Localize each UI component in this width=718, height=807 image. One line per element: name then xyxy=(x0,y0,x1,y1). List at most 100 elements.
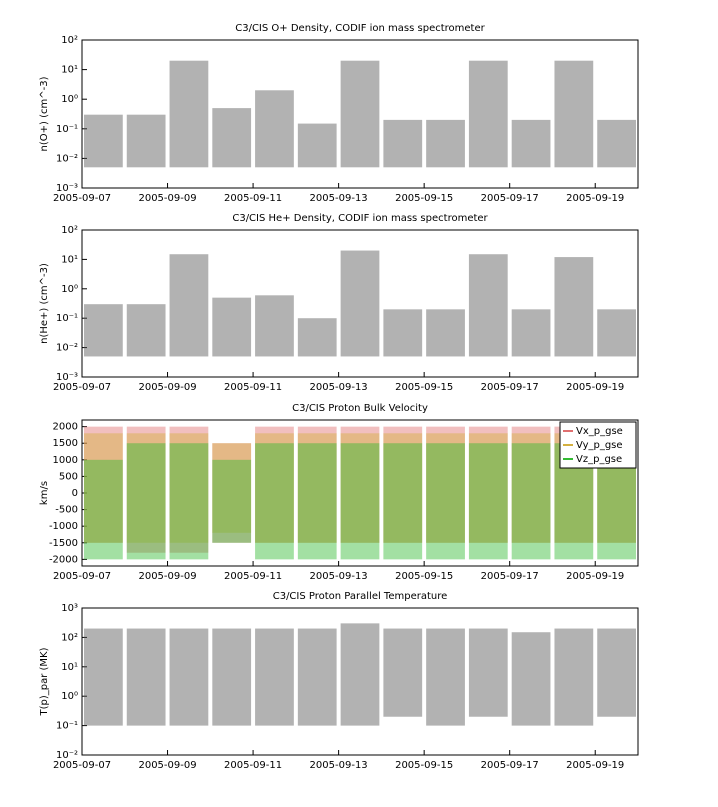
range-bar xyxy=(597,628,636,717)
x-tick-label: 2005-09-07 xyxy=(53,760,111,771)
y-tick-label: 10² xyxy=(61,632,78,643)
x-tick-label: 2005-09-07 xyxy=(53,193,111,204)
x-tick-label: 2005-09-07 xyxy=(53,571,111,582)
x-tick-label: 2005-09-17 xyxy=(481,382,539,393)
y-tick-label: 10⁰ xyxy=(61,691,78,702)
range-bar xyxy=(468,426,508,543)
range-bar xyxy=(297,426,337,543)
x-tick-label: 2005-09-15 xyxy=(395,382,453,393)
range-bar xyxy=(212,443,252,543)
y-tick-label: -500 xyxy=(55,505,78,516)
range-bar xyxy=(126,304,166,357)
y-axis-label: km/s xyxy=(39,481,50,505)
y-tick-label: 10⁻³ xyxy=(56,372,78,383)
range-bar xyxy=(597,119,636,168)
chart-title: C3/CIS He+ Density, CODIF ion mass spect… xyxy=(232,213,488,224)
range-bar xyxy=(126,628,166,726)
x-tick-label: 2005-09-13 xyxy=(310,193,368,204)
range-bar xyxy=(169,628,209,726)
range-bar xyxy=(340,433,380,543)
range-bar xyxy=(255,628,294,726)
range-bar xyxy=(383,309,423,357)
plot-frame xyxy=(81,39,639,189)
range-bar xyxy=(126,114,166,168)
range-bar xyxy=(84,628,123,726)
range-bar xyxy=(426,309,465,357)
y-axis-label: T(p)_par (MK) xyxy=(39,647,50,716)
y-tick-label: 10⁻³ xyxy=(56,183,78,194)
range-bar xyxy=(426,628,465,726)
y-tick-label: 500 xyxy=(59,471,78,482)
y-tick-label: 10³ xyxy=(61,603,78,614)
x-tick-label: 2005-09-19 xyxy=(566,382,624,393)
y-tick-label: 10² xyxy=(61,225,78,236)
range-bar xyxy=(340,443,380,560)
x-tick-label: 2005-09-11 xyxy=(224,382,282,393)
legend-label: Vz_p_gse xyxy=(576,454,622,465)
x-tick-label: 2005-09-15 xyxy=(395,193,453,204)
range-bar xyxy=(468,433,508,543)
range-bar xyxy=(84,459,123,560)
range-bar xyxy=(255,426,294,543)
y-tick-label: 0 xyxy=(72,488,78,499)
range-bar xyxy=(468,254,508,357)
y-tick-label: -1500 xyxy=(49,538,78,549)
range-bar xyxy=(511,433,551,543)
y-tick-label: 10¹ xyxy=(61,254,78,265)
chart-title: C3/CIS Proton Bulk Velocity xyxy=(292,403,428,414)
range-bar xyxy=(468,60,508,168)
range-bar xyxy=(383,119,423,168)
range-bar xyxy=(511,119,551,168)
range-bar xyxy=(340,250,380,357)
x-tick-label: 2005-09-13 xyxy=(310,760,368,771)
range-bar xyxy=(383,443,423,560)
range-bar xyxy=(297,123,337,168)
range-bar xyxy=(212,443,252,533)
y-tick-label: 1500 xyxy=(53,438,78,449)
y-tick-label: 2000 xyxy=(53,422,78,433)
range-bar xyxy=(297,318,337,357)
x-tick-label: 2005-09-17 xyxy=(481,760,539,771)
x-tick-label: 2005-09-07 xyxy=(53,382,111,393)
x-tick-label: 2005-09-17 xyxy=(481,571,539,582)
range-bar xyxy=(511,426,551,543)
x-tick-label: 2005-09-09 xyxy=(138,571,196,582)
range-bar xyxy=(340,60,380,168)
plot-frame xyxy=(81,607,639,756)
x-tick-label: 2005-09-09 xyxy=(138,193,196,204)
range-bar xyxy=(340,426,380,543)
range-bar xyxy=(212,628,252,726)
range-bar xyxy=(169,426,209,553)
x-tick-label: 2005-09-17 xyxy=(481,193,539,204)
x-tick-label: 2005-09-13 xyxy=(310,571,368,582)
y-tick-label: 10² xyxy=(61,35,78,46)
range-bar xyxy=(511,632,551,726)
range-bar xyxy=(297,433,337,543)
range-bar xyxy=(597,309,636,357)
range-bar xyxy=(169,433,209,543)
y-tick-label: 10⁻² xyxy=(56,750,78,761)
y-tick-label: 10⁰ xyxy=(61,284,78,295)
x-tick-label: 2005-09-19 xyxy=(566,193,624,204)
range-bar xyxy=(426,433,465,543)
y-tick-label: 10⁻² xyxy=(56,153,78,164)
range-bar xyxy=(297,628,337,726)
range-bar xyxy=(255,443,294,560)
x-tick-label: 2005-09-11 xyxy=(224,760,282,771)
range-bar xyxy=(212,459,252,543)
x-tick-label: 2005-09-13 xyxy=(310,382,368,393)
y-tick-label: 10⁻¹ xyxy=(56,124,78,135)
range-bar xyxy=(383,433,423,543)
range-bar xyxy=(554,257,594,357)
y-axis-label: n(He+) (cm^-3) xyxy=(39,263,50,344)
y-tick-label: 10⁰ xyxy=(61,94,78,105)
range-bar xyxy=(126,426,166,553)
x-tick-label: 2005-09-15 xyxy=(395,760,453,771)
range-bar xyxy=(340,623,380,726)
y-tick-label: -1000 xyxy=(49,521,78,532)
legend-label: Vy_p_gse xyxy=(576,440,623,451)
plot-frame xyxy=(81,229,639,378)
x-tick-label: 2005-09-19 xyxy=(566,760,624,771)
x-tick-label: 2005-09-09 xyxy=(138,760,196,771)
